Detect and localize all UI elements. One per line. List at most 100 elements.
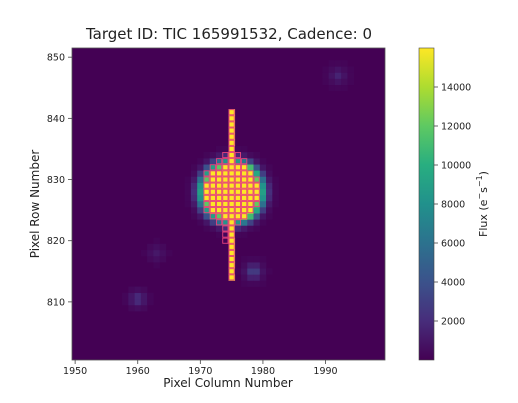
pixel-cell <box>203 213 211 220</box>
aperture-pixel <box>253 200 260 208</box>
aperture-pixel <box>241 164 248 171</box>
aperture-pixel <box>228 121 235 128</box>
pixel-cell <box>241 176 248 183</box>
pixel-cell <box>222 152 229 159</box>
pixel-cell <box>253 200 261 208</box>
pixel-cell <box>228 139 236 147</box>
pixel-cell <box>234 200 242 208</box>
aperture-pixel <box>203 176 210 183</box>
aperture-pixel <box>222 225 229 232</box>
aperture-pixel <box>253 182 260 189</box>
aperture-pixel <box>228 274 235 281</box>
pixel-cell <box>334 72 342 79</box>
aperture-pixel <box>234 200 241 208</box>
pixel-cell <box>272 194 279 202</box>
aperture-pixel <box>209 188 216 195</box>
pixel-cell <box>234 225 242 232</box>
pixel-cell <box>247 194 254 202</box>
pixel-cell <box>234 145 242 153</box>
pixel-cell <box>234 176 242 183</box>
pixel-cell <box>247 256 254 263</box>
pixel-cell <box>184 188 192 196</box>
chart-title: Target ID: TIC 165991532, Cadence: 0 <box>85 25 372 43</box>
pixel-cell <box>259 280 267 287</box>
pixel-cell <box>228 127 236 134</box>
aperture-pixel <box>234 164 241 171</box>
pixel-cell <box>247 268 254 275</box>
x-tick-label: 1960 <box>126 366 150 377</box>
aperture-pixel <box>228 268 235 275</box>
pixel-cell <box>228 225 236 232</box>
pixel-cell <box>328 72 336 79</box>
pixel-cell <box>147 243 154 251</box>
pixel-cell <box>128 304 135 312</box>
aperture-pixel <box>228 188 235 195</box>
pixel-cell <box>190 207 198 214</box>
pixel-cell <box>197 200 204 208</box>
pixel-cell <box>222 200 229 208</box>
aperture-pixel <box>228 249 235 256</box>
pixel-cell <box>253 152 261 159</box>
pixel-cell <box>259 274 267 281</box>
aperture-pixel <box>209 182 216 189</box>
aperture-pixel <box>228 158 235 165</box>
pixel-cell <box>203 158 211 165</box>
aperture-pixel <box>209 207 216 214</box>
x-axis: 1950 1960 1970 1980 1990 <box>63 360 338 377</box>
pixel-cell <box>184 182 192 190</box>
pixel-cell <box>328 84 336 92</box>
pixel-cell <box>222 176 229 183</box>
pixel-cell <box>247 170 254 177</box>
aperture-pixel <box>241 182 248 189</box>
pixel-cell <box>153 249 160 257</box>
pixel-cell <box>184 200 192 208</box>
aperture-pixel <box>203 170 210 177</box>
aperture-pixel <box>216 188 223 195</box>
pixel-cell <box>228 200 236 208</box>
pixel-cell <box>122 292 129 300</box>
pixel-cell <box>203 182 211 190</box>
pixel-cell <box>253 170 261 177</box>
colorbar-tick-label: 14000 <box>441 83 471 94</box>
aperture-pixel <box>241 207 248 214</box>
pixel-cell <box>259 194 267 202</box>
pixel-cell <box>203 170 211 177</box>
pixel-cell <box>234 152 242 159</box>
pixel-cell <box>347 66 354 73</box>
pixel-cell <box>140 298 148 306</box>
aperture-pixel <box>222 152 229 159</box>
aperture-pixel <box>228 182 235 189</box>
aperture-pixel <box>216 194 223 201</box>
colorbar-label-exp2: −1 <box>475 175 484 187</box>
aperture-pixel <box>234 207 241 214</box>
pixel-cell <box>228 231 236 238</box>
pixel-cell <box>259 200 267 208</box>
pixel-cell <box>190 194 198 202</box>
pixel-cell <box>334 60 342 67</box>
pixel-cell <box>209 164 217 171</box>
pixel-cell <box>197 164 204 171</box>
pixel-cell <box>266 200 273 208</box>
pixel-cell <box>341 72 348 79</box>
aperture-pixel <box>247 194 254 201</box>
colorbar-gradient <box>418 47 435 361</box>
pixel-cell <box>228 268 236 275</box>
pixel-cell <box>241 207 248 214</box>
pixel-cell <box>228 274 236 281</box>
aperture-pixel <box>216 158 223 165</box>
pixel-cell <box>253 164 261 171</box>
aperture-pixel <box>216 176 223 183</box>
aperture-pixel <box>203 182 210 189</box>
pixel-cell <box>234 219 242 226</box>
pixel-cell <box>209 225 217 232</box>
pixel-grid <box>122 60 354 312</box>
pixel-cell <box>247 280 254 287</box>
plot-frame <box>71 47 386 361</box>
pixel-cell <box>259 219 267 226</box>
pixel-cell <box>247 274 254 281</box>
pixel-cell <box>266 170 273 177</box>
pixel-cell <box>253 194 261 202</box>
pixel-cell <box>153 243 160 251</box>
pixel-cell <box>328 60 336 67</box>
